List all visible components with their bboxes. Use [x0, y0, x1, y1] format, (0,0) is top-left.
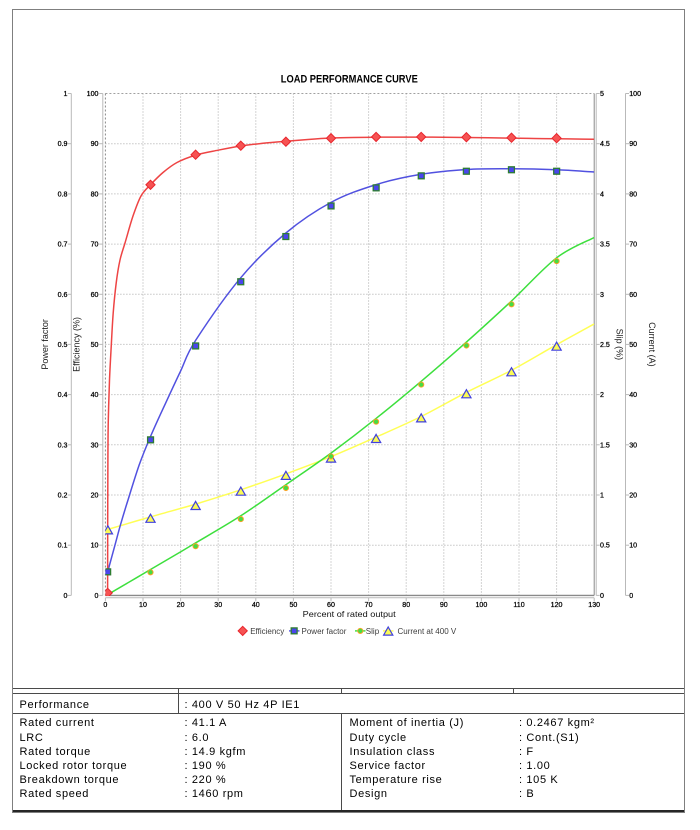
svg-text:20: 20: [177, 601, 185, 609]
svg-text:0.5: 0.5: [58, 341, 68, 349]
svg-text:20: 20: [629, 492, 637, 500]
svg-text:1: 1: [600, 492, 604, 500]
svg-text:0.6: 0.6: [58, 291, 68, 299]
svg-text:100: 100: [629, 90, 641, 98]
svg-text:0.5: 0.5: [600, 542, 610, 550]
svg-text:40: 40: [91, 391, 99, 399]
svg-text:30: 30: [629, 441, 637, 449]
svg-text:Current at 400 V: Current at 400 V: [398, 627, 457, 636]
svg-text:0.8: 0.8: [58, 190, 68, 198]
svg-text:10: 10: [91, 542, 99, 550]
svg-text:3: 3: [600, 291, 604, 299]
svg-text:2.5: 2.5: [600, 341, 610, 349]
svg-text:Current (A): Current (A): [647, 322, 657, 367]
svg-text:50: 50: [289, 601, 297, 609]
svg-text:70: 70: [365, 601, 373, 609]
svg-text:Slip: Slip: [366, 627, 380, 636]
svg-text:80: 80: [91, 190, 99, 198]
svg-text:90: 90: [629, 140, 637, 148]
svg-text:LOAD PERFORMANCE CURVE: LOAD PERFORMANCE CURVE: [281, 73, 418, 85]
svg-text:40: 40: [629, 391, 637, 399]
svg-text:0.4: 0.4: [58, 391, 68, 399]
svg-text:90: 90: [440, 601, 448, 609]
svg-text:90: 90: [91, 140, 99, 148]
svg-text:0: 0: [64, 592, 68, 600]
svg-text:Efficiency: Efficiency: [250, 627, 284, 636]
svg-text:Percent of rated output: Percent of rated output: [303, 609, 397, 619]
svg-text:130: 130: [588, 601, 600, 609]
svg-text:80: 80: [402, 601, 410, 609]
svg-text:Power factor: Power factor: [40, 319, 50, 370]
svg-text:10: 10: [139, 601, 147, 609]
svg-text:70: 70: [629, 241, 637, 249]
svg-text:110: 110: [513, 601, 524, 609]
svg-text:80: 80: [629, 190, 637, 198]
svg-text:30: 30: [214, 601, 222, 609]
svg-text:60: 60: [629, 291, 637, 299]
svg-text:5: 5: [600, 90, 604, 98]
svg-text:50: 50: [629, 341, 637, 349]
svg-text:0.1: 0.1: [58, 542, 68, 550]
svg-text:0: 0: [95, 592, 99, 600]
svg-text:0.7: 0.7: [58, 241, 68, 249]
svg-text:0: 0: [600, 592, 604, 600]
svg-text:120: 120: [551, 601, 563, 609]
svg-text:0.3: 0.3: [58, 441, 68, 449]
svg-text:70: 70: [91, 241, 99, 249]
svg-text:60: 60: [91, 291, 99, 299]
svg-text:30: 30: [91, 441, 99, 449]
svg-text:0.9: 0.9: [58, 140, 68, 148]
svg-text:0: 0: [103, 601, 107, 609]
svg-text:Power factor: Power factor: [302, 627, 347, 636]
svg-text:40: 40: [252, 601, 260, 609]
svg-text:4: 4: [600, 190, 604, 198]
svg-text:50: 50: [91, 341, 99, 349]
svg-text:10: 10: [629, 542, 637, 550]
svg-text:3.5: 3.5: [600, 241, 610, 249]
svg-text:4.5: 4.5: [600, 140, 610, 148]
svg-text:100: 100: [475, 601, 487, 609]
svg-text:60: 60: [327, 601, 335, 609]
svg-text:0.2: 0.2: [58, 492, 68, 500]
svg-text:0: 0: [629, 592, 633, 600]
svg-text:Efficiency (%): Efficiency (%): [71, 317, 81, 372]
svg-text:1.5: 1.5: [600, 441, 610, 449]
svg-text:1: 1: [64, 90, 68, 98]
svg-text:2: 2: [600, 391, 604, 399]
svg-text:100: 100: [87, 90, 99, 98]
svg-text:Slip (%): Slip (%): [615, 329, 625, 361]
svg-text:20: 20: [91, 492, 99, 500]
